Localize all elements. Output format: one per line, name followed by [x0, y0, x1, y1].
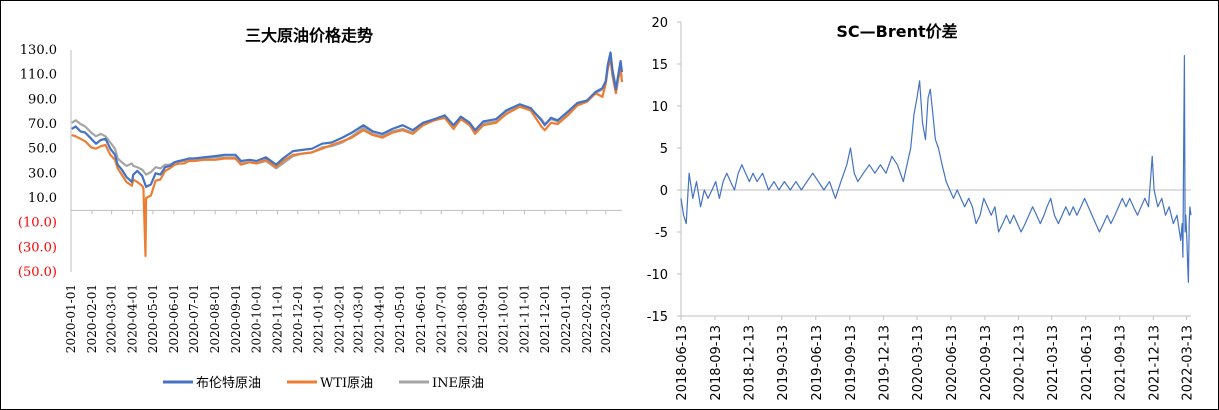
left-chart-series — [71, 51, 624, 258]
right-y-tick-label: 10 — [651, 100, 668, 115]
left-x-tick-label: 2022-02-01 — [580, 284, 594, 353]
right-x-tick-label: 2018-06-13 — [675, 325, 690, 401]
right-x-tick-label: 2020-03-13 — [911, 325, 926, 401]
right-x-tick-label: 2021-09-13 — [1114, 325, 1129, 401]
legend-label-ine: INE原油 — [432, 376, 484, 391]
left-x-tick-label: 2021-08-01 — [455, 284, 469, 353]
left-x-tick-label: 2020-07-01 — [187, 284, 201, 353]
left-y-tick-label: 110.0 — [20, 68, 57, 83]
left-chart-title: 三大原油价格走势 — [245, 26, 373, 45]
right-x-tick-label: 2020-06-13 — [945, 325, 960, 401]
left-x-tick-label: 2020-02-01 — [85, 284, 99, 353]
left-y-tick-label: 90.0 — [28, 92, 57, 107]
left-x-tick-label: 2020-10-01 — [249, 284, 263, 353]
left-y-tick-label: 70.0 — [28, 117, 57, 132]
left-x-tick-label: 2021-09-01 — [476, 284, 490, 353]
right-x-tick-label: 2020-12-13 — [1013, 325, 1028, 401]
right-x-tick-label: 2021-03-13 — [1046, 325, 1061, 401]
left-chart-legend: 布伦特原油 WTI原油 INE原油 — [163, 376, 484, 391]
left-x-tick-label: 2022-01-01 — [559, 284, 573, 353]
right-x-tick-label: 2018-09-13 — [709, 325, 724, 401]
right-chart-series — [680, 54, 1192, 283]
left-x-tick-label: 2020-01-01 — [64, 284, 78, 353]
series-line-brent — [71, 51, 624, 188]
left-chart-y-ticks: 130.0 110.0 90.0 70.0 50.0 30.0 10.0 (10.0) (30.… — [18, 43, 57, 280]
right-x-tick-label: 2020-09-13 — [979, 325, 994, 401]
left-x-tick-label: 2021-07-01 — [434, 284, 448, 353]
left-x-tick-label: 2020-04-01 — [126, 284, 140, 353]
left-y-tick-label: 30.0 — [28, 166, 57, 181]
left-x-tick-label: 2021-10-01 — [497, 284, 511, 353]
left-x-tick-label: 2020-11-01 — [270, 284, 284, 353]
series-line-spread — [680, 54, 1192, 283]
left-chart-axes — [70, 50, 622, 272]
left-x-tick-label: 2020-05-01 — [146, 284, 160, 353]
left-y-tick-label: (30.0) — [18, 240, 57, 255]
right-chart-axes — [680, 22, 1191, 317]
legend-label-wti: WTI原油 — [320, 376, 373, 391]
right-y-tick-label: 0 — [660, 184, 668, 199]
right-x-tick-label: 2019-12-13 — [877, 325, 892, 401]
left-chart-x-ticks: 2020-01-01 2020-02-01 2020-03-01 2020-04-01… — [64, 210, 613, 353]
left-x-tick-label: 2020-06-01 — [167, 284, 181, 353]
left-y-tick-label: 50.0 — [28, 142, 57, 157]
right-x-tick-label: 2021-06-13 — [1080, 325, 1095, 401]
right-chart-title: SC—Brent价差 — [836, 22, 957, 41]
crude-price-chart: 三大原油价格走势 130.0 110.0 90.0 70.0 50.0 30.0 10.0 (… — [18, 26, 624, 391]
right-x-tick-label: 2021-12-13 — [1147, 325, 1162, 401]
left-x-tick-label: 2021-02-01 — [333, 284, 347, 353]
left-y-tick-label: (50.0) — [18, 265, 57, 280]
left-x-tick-label: 2021-12-01 — [538, 284, 552, 353]
left-x-tick-label: 2020-12-01 — [291, 284, 305, 353]
right-y-tick-label: 5 — [660, 142, 668, 157]
right-x-tick-label: 2022-03-13 — [1181, 325, 1196, 401]
left-y-tick-label: 130.0 — [20, 43, 57, 58]
left-x-tick-label: 2021-05-01 — [393, 284, 407, 353]
left-y-tick-label: (10.0) — [18, 216, 57, 231]
left-x-tick-label: 2021-01-01 — [312, 284, 326, 353]
left-x-tick-label: 2020-09-01 — [229, 284, 243, 353]
legend-label-brent: 布伦特原油 — [196, 376, 261, 391]
right-chart-y-ticks: 20 15 10 5 0 -5 -10 -15 — [647, 16, 681, 325]
right-x-tick-label: 2018-12-13 — [743, 325, 758, 401]
left-x-tick-label: 2021-04-01 — [373, 284, 387, 353]
right-x-tick-label: 2019-09-13 — [844, 325, 859, 401]
right-y-tick-label: -5 — [655, 226, 668, 241]
left-x-tick-label: 2021-06-01 — [414, 284, 428, 353]
right-y-tick-label: -15 — [647, 310, 668, 325]
right-x-tick-label: 2019-03-13 — [776, 325, 791, 401]
left-x-tick-label: 2021-03-01 — [352, 284, 366, 353]
left-y-tick-label: 10.0 — [28, 191, 57, 206]
right-y-tick-label: 15 — [651, 58, 668, 73]
left-x-tick-label: 2020-08-01 — [208, 284, 222, 353]
right-y-tick-label: 20 — [651, 16, 668, 31]
right-x-tick-label: 2019-06-13 — [810, 325, 825, 401]
right-y-tick-label: -10 — [647, 268, 668, 283]
left-x-tick-label: 2022-03-01 — [599, 284, 613, 353]
left-x-tick-label: 2020-03-01 — [105, 284, 119, 353]
left-x-tick-label: 2021-11-01 — [518, 284, 532, 353]
right-chart-x-ticks: 2018-06-13 2018-09-13 2018-12-13 2019-03-13… — [675, 316, 1196, 401]
